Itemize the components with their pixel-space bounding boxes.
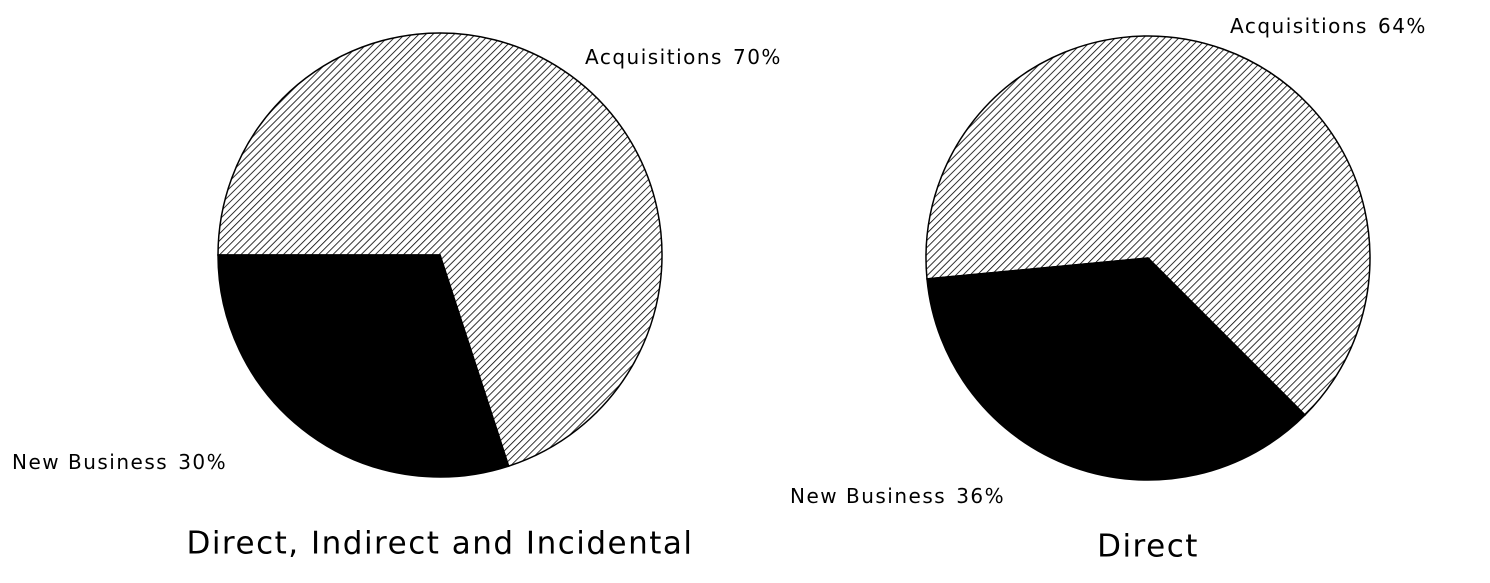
slice-label: Acquisitions 64% <box>1230 14 1427 38</box>
chart-title: Direct, Indirect and Incidental <box>186 526 693 562</box>
pie-slice <box>925 35 1371 417</box>
slice-label: New Business 36% <box>790 484 1005 508</box>
slice-label: Acquisitions 70% <box>585 45 782 69</box>
slice-value: 64% <box>1378 14 1427 38</box>
slice-category: Acquisitions <box>1230 14 1368 38</box>
pie-slice <box>926 257 1307 481</box>
slice-category: Acquisitions <box>585 45 723 69</box>
slice-category: New Business <box>790 484 946 508</box>
slice-label: New Business 30% <box>12 450 227 474</box>
slice-value: 36% <box>956 484 1005 508</box>
slice-value: 70% <box>733 45 782 69</box>
chart-title: Direct <box>1097 529 1199 565</box>
slice-value: 30% <box>178 450 227 474</box>
pie-slice <box>217 32 663 468</box>
slice-category: New Business <box>12 450 168 474</box>
pie-slice <box>217 254 510 478</box>
